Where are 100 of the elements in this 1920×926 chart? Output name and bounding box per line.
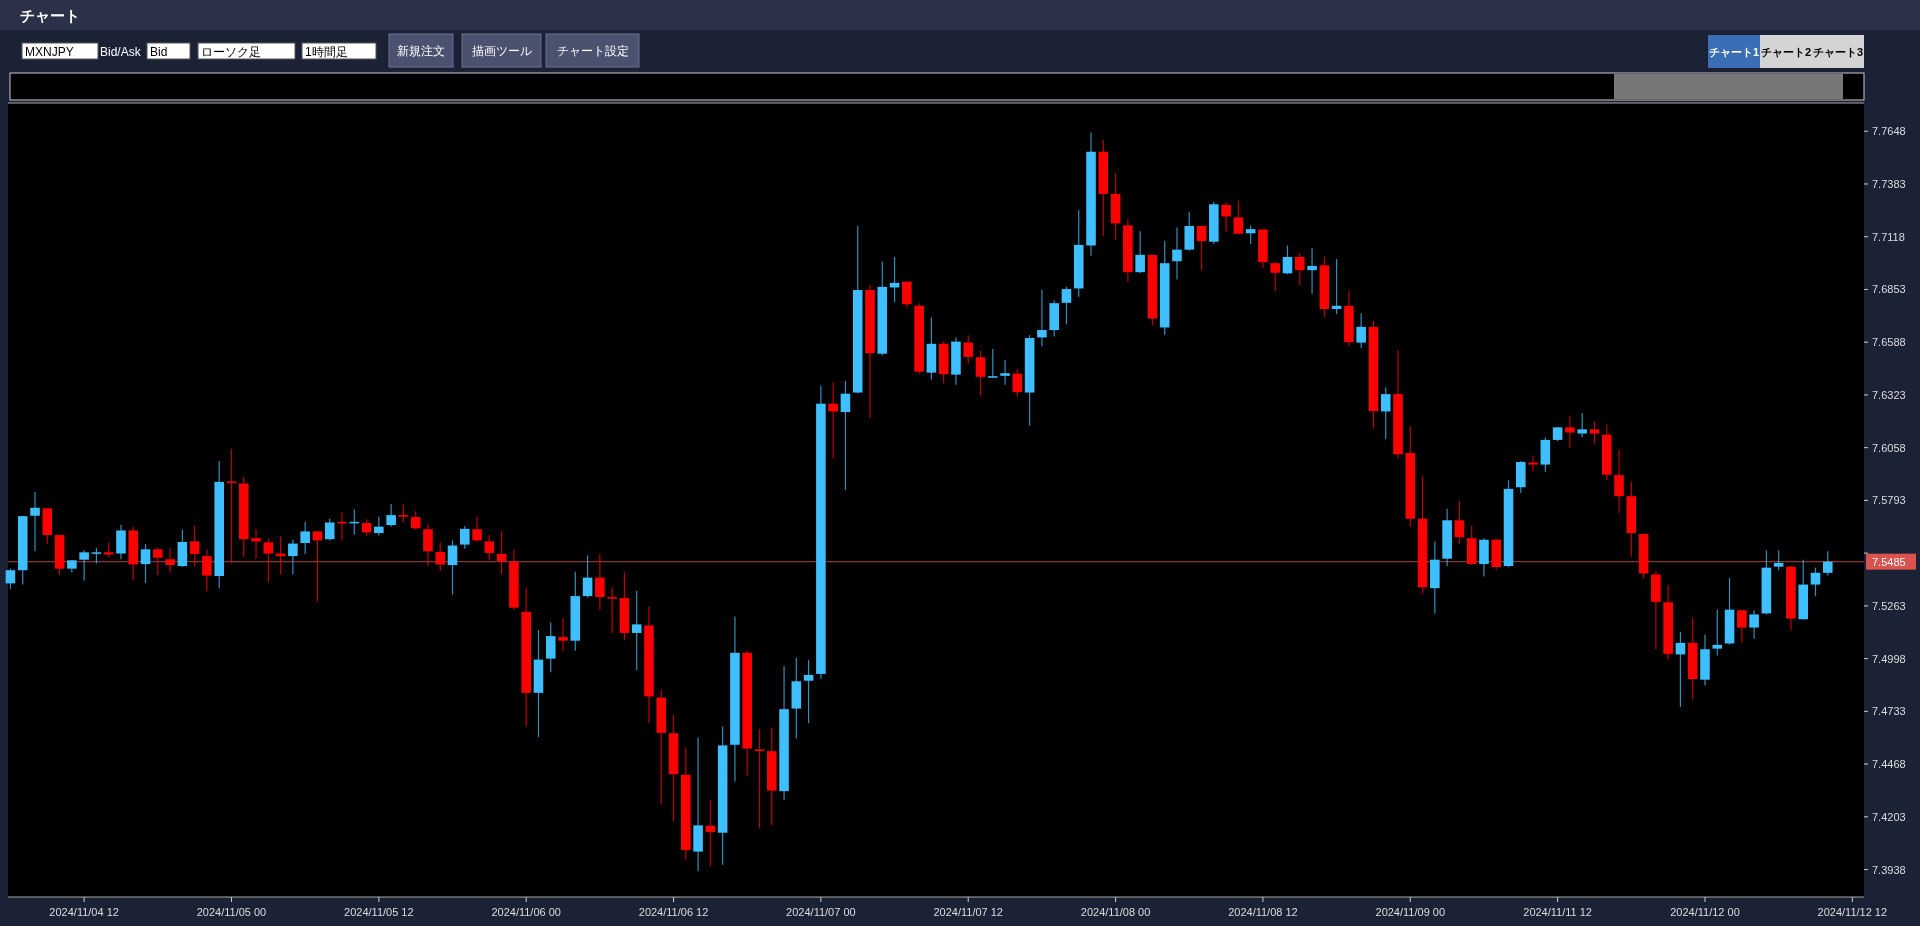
candlestick: [116, 524, 126, 560]
candlestick: [545, 621, 556, 673]
y-tick-label: 7.7118: [1872, 230, 1905, 243]
chart-title: チャート: [20, 7, 80, 24]
candlestick: [1172, 226, 1182, 281]
candlestick: [1614, 448, 1624, 514]
candlestick: [607, 586, 617, 634]
candlestick: [374, 516, 384, 537]
y-tick-label: 7.5793: [1872, 494, 1906, 507]
candlestick: [1037, 289, 1047, 347]
x-tick-label: 2024/11/09 00: [1375, 906, 1446, 918]
candlestick: [1282, 244, 1293, 275]
candlestick: [1221, 201, 1231, 233]
candlestick: [140, 543, 151, 584]
candlestick: [582, 554, 593, 599]
candlestick: [558, 617, 568, 652]
candlestick: [1000, 359, 1010, 386]
ref-line-label: 7.5485: [1872, 555, 1906, 568]
candlestick: [484, 534, 495, 561]
candlestick: [189, 525, 200, 568]
candlestick: [803, 659, 814, 724]
candlestick: [435, 541, 446, 572]
candlestick: [79, 549, 89, 582]
candlestick: [165, 547, 175, 574]
candlestick: [1589, 421, 1600, 445]
text: 描画ツール: [471, 44, 532, 58]
text: MXNJPY: [25, 45, 74, 59]
candlestick: [902, 281, 912, 308]
text: 新規注文: [397, 44, 445, 58]
text: チャート設定: [556, 44, 629, 58]
candlestick: [1294, 252, 1305, 286]
text: ローソク足: [201, 45, 261, 59]
candlestick: [1810, 567, 1821, 597]
candlestick: [1712, 609, 1723, 657]
candlestick: [1528, 455, 1538, 473]
x-tick-label: 2024/11/05 00: [196, 906, 267, 918]
candlestick: [460, 525, 470, 550]
text: チャート3: [1812, 46, 1864, 58]
candlestick: [631, 590, 642, 671]
candlestick: [1380, 386, 1391, 440]
candlestick: [828, 381, 838, 459]
candlestick: [263, 538, 274, 583]
x-tick-label: 2024/11/04 12: [49, 906, 119, 918]
candlestick: [1307, 247, 1317, 295]
candlestick: [1577, 412, 1587, 438]
candlestick: [5, 568, 16, 590]
candlestick: [1773, 549, 1784, 571]
candlestick: [153, 547, 163, 576]
candlestick: [963, 334, 974, 365]
x-tick-label: 2024/11/12 00: [1670, 906, 1740, 918]
candlestick: [226, 448, 237, 565]
text: チャート2: [1760, 46, 1812, 58]
x-tick-label: 2024/11/08 00: [1080, 906, 1151, 918]
y-tick-label: 7.4203: [1872, 810, 1906, 823]
y-tick-label: 7.5263: [1872, 599, 1906, 612]
candlestick: [1822, 550, 1833, 577]
y-tick-label: 7.4733: [1872, 705, 1906, 718]
candlestick: [1184, 211, 1195, 252]
candlestick: [30, 491, 40, 552]
candlestick: [202, 548, 212, 592]
y-tick-label: 7.4468: [1872, 758, 1906, 771]
candlestick: [300, 521, 310, 555]
y-tick-label: 7.7648: [1872, 125, 1906, 138]
candlestick: [1245, 224, 1256, 245]
x-tick-label: 2024/11/05 12: [344, 906, 414, 918]
x-tick-label: 2024/11/06 00: [491, 906, 561, 918]
candlestick: [312, 530, 323, 602]
y-tick-label: 7.3938: [1872, 863, 1906, 876]
text: 1時間足: [305, 45, 348, 59]
text: Bid: [150, 45, 168, 59]
x-tick-label: 2024/11/07 00: [786, 906, 856, 918]
candlestick: [1061, 286, 1072, 325]
candlestick: [1331, 258, 1342, 315]
candlestick: [324, 518, 335, 541]
y-tick-label: 7.6588: [1872, 336, 1906, 349]
candlestick: [988, 348, 998, 379]
candlestick: [288, 539, 298, 576]
candlestick: [840, 380, 851, 491]
candlestick: [975, 349, 986, 397]
candlestick: [1749, 609, 1759, 640]
candlestick: [1356, 312, 1366, 349]
candlestick: [1270, 261, 1280, 292]
y-tick-label: 7.4998: [1872, 652, 1906, 665]
x-tick-label: 2024/11/08 12: [1228, 906, 1298, 918]
candlestick: [1233, 200, 1244, 235]
candlestick: [251, 528, 261, 560]
candlestick: [410, 510, 421, 531]
candlestick: [386, 503, 396, 528]
y-tick-label: 7.6323: [1872, 388, 1906, 401]
candlestick: [423, 522, 433, 567]
candlestick: [472, 516, 482, 543]
candlestick: [1565, 415, 1575, 449]
candlestick: [447, 539, 458, 596]
candlestick: [595, 553, 605, 611]
candlestick: [1135, 230, 1145, 274]
y-tick-label: 7.6853: [1872, 283, 1906, 296]
candlestick: [1454, 500, 1465, 545]
y-tick-label: 7.7383: [1872, 177, 1906, 190]
text: チャート1: [1708, 46, 1760, 58]
candlestick: [1012, 368, 1023, 398]
